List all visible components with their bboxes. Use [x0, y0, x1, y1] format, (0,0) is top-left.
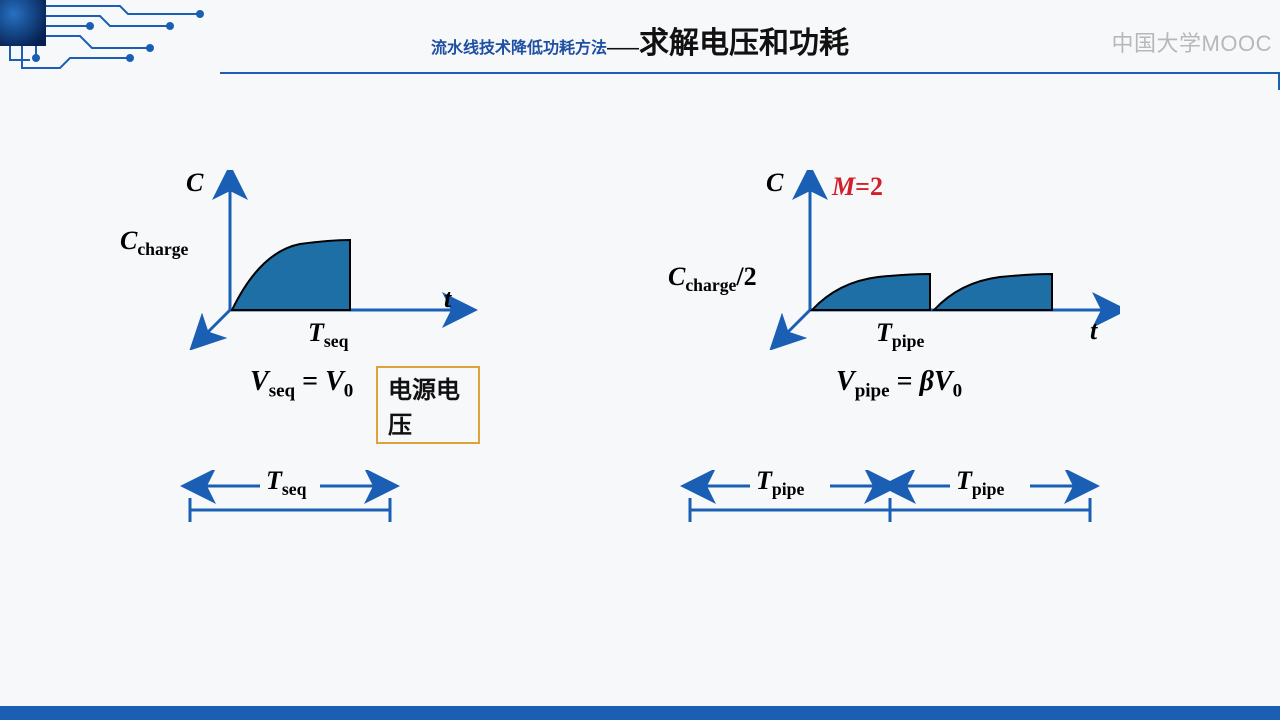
- footer-bar: [0, 706, 1280, 720]
- x-axis-label: t: [1090, 316, 1097, 346]
- y-tick-label: Ccharge/2: [668, 262, 757, 296]
- timeline-pipe-label-1: Tpipe: [756, 466, 804, 500]
- chart-pipelined: C M=2 Ccharge/2 t Tpipe Vpipe = βV0: [660, 170, 1120, 350]
- timeline-seq: Tseq: [180, 470, 410, 529]
- x-tick-label: Tpipe: [876, 318, 924, 352]
- equation-pipe: Vpipe = βV0: [836, 366, 962, 403]
- page-title: 流水线技术降低功耗方法——求解电压和功耗: [0, 18, 1280, 62]
- equation-seq: Vseq = V0: [250, 366, 353, 403]
- x-axis-label: t: [444, 284, 451, 314]
- title-main: 流水线技术降低功耗方法: [431, 40, 607, 57]
- y-tick-label: Ccharge: [120, 226, 188, 260]
- timeline-pipe: Tpipe Tpipe: [680, 470, 1110, 529]
- timeline-pipe-label-2: Tpipe: [956, 466, 1004, 500]
- title-dash: ——: [607, 40, 639, 57]
- m-annotation: M=2: [832, 172, 883, 202]
- y-axis-label: C: [186, 168, 203, 198]
- chart-sequential: C Ccharge t Tseq Vseq = V0 电源电压: [140, 170, 480, 350]
- watermark: 中国大学MOOC: [1112, 26, 1272, 58]
- timeline-seq-label: Tseq: [266, 466, 306, 500]
- x-tick-label: Tseq: [308, 318, 348, 352]
- y-axis-label: C: [766, 168, 783, 198]
- callout-supply-voltage: 电源电压: [376, 366, 480, 444]
- title-sub: 求解电压和功耗: [639, 27, 849, 60]
